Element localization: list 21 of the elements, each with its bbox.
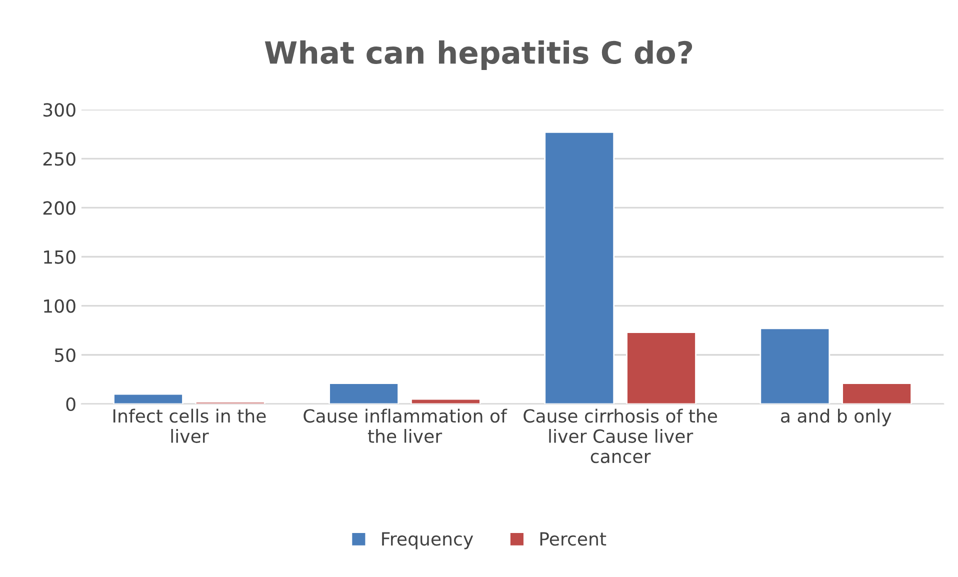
x-tick-label: Infect cells in the liver [113, 408, 266, 443]
x-tick-label: Cause cirrhosis of the liver Cause liver cancer [524, 408, 718, 464]
y-tick-label: 250 [43, 152, 76, 166]
y-tick-label: 100 [44, 299, 76, 313]
bar [842, 382, 912, 404]
y-tick-label: 300 [43, 103, 76, 117]
bar [410, 398, 481, 404]
legend-label: Percent [540, 532, 606, 546]
bar [626, 332, 696, 404]
bar [328, 382, 399, 404]
chart-title: What can hepatitis C do? [264, 40, 692, 70]
y-tick-label: 200 [43, 201, 76, 215]
x-tick-label: Cause inflammation of the liver [304, 408, 508, 443]
y-tick-label: 0 [66, 397, 76, 412]
bar [113, 393, 184, 404]
legend-label: Frequency [382, 532, 474, 550]
bar [544, 131, 615, 404]
y-tick-label: 150 [44, 250, 76, 264]
bar [760, 328, 830, 404]
y-tick-label: 50 [54, 348, 76, 362]
x-tick-label: a and b only [780, 408, 892, 426]
